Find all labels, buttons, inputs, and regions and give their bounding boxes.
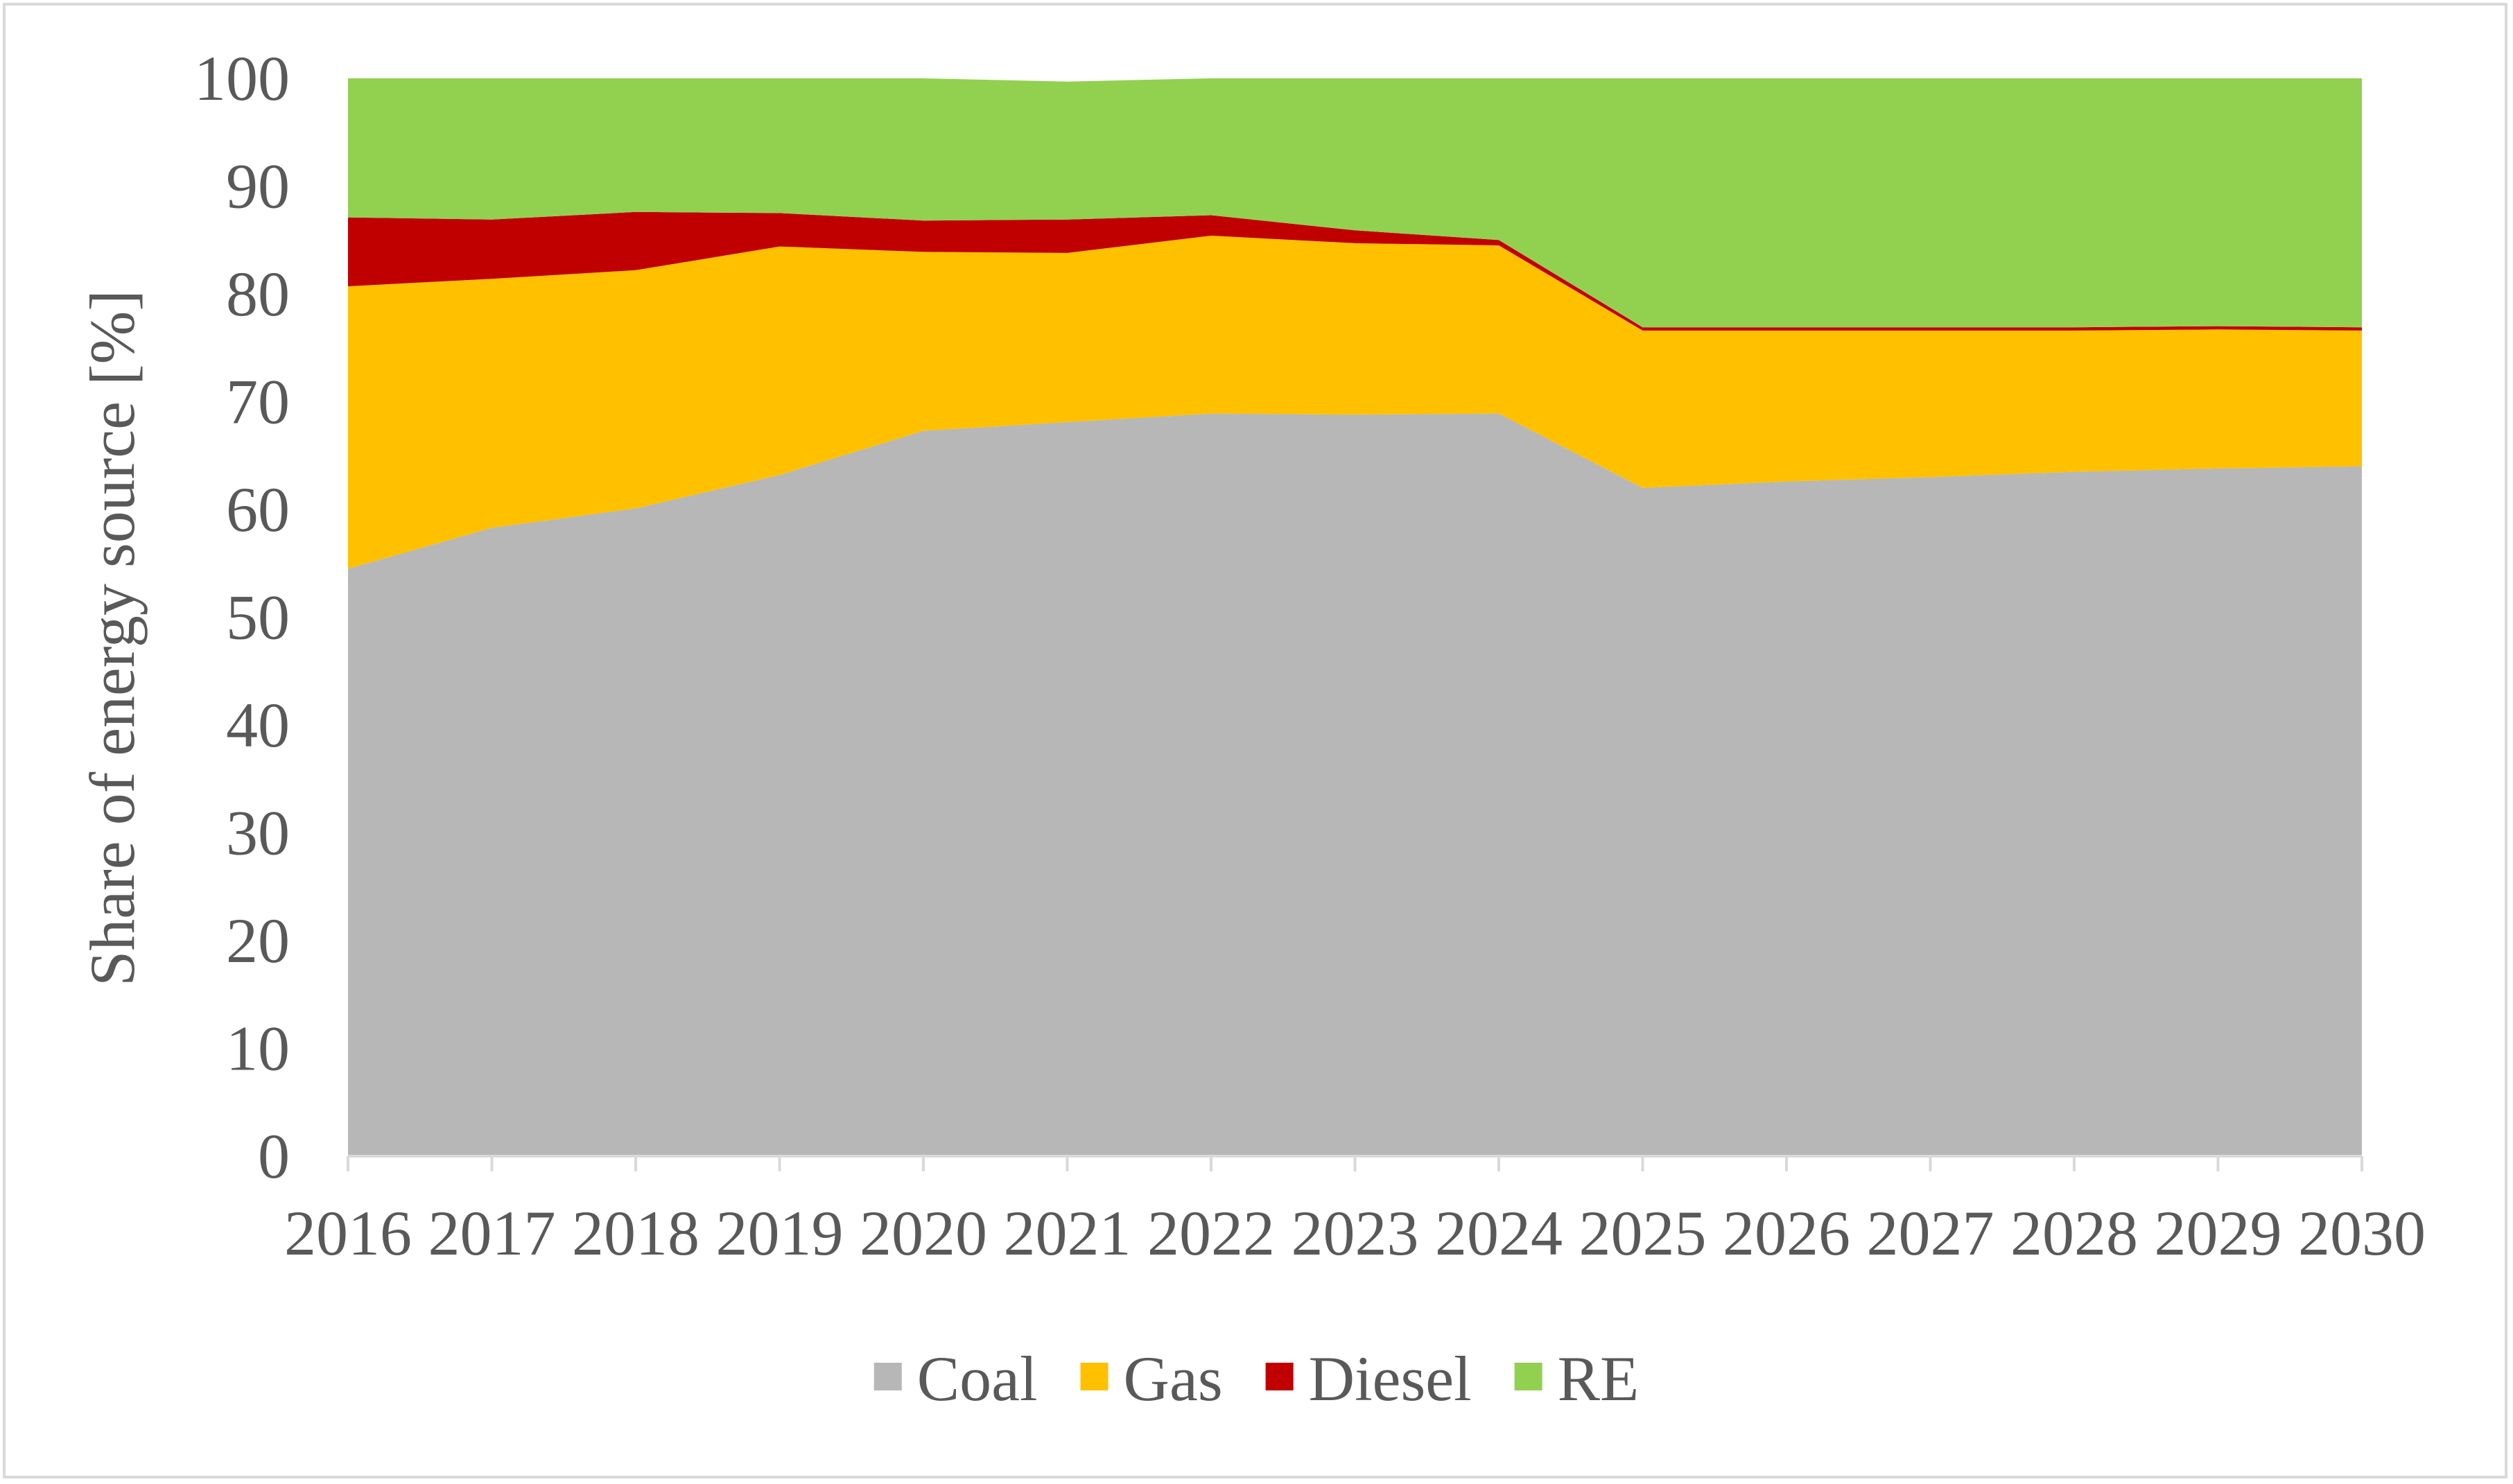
x-tick-label-2017: 2017 — [428, 1198, 556, 1268]
y-tick-label-20: 20 — [226, 905, 290, 976]
areas-layer — [348, 78, 2362, 1156]
x-tick-label-2016: 2016 — [284, 1198, 412, 1268]
axes-layer — [347, 1155, 2363, 1171]
x-tick-label-2029: 2029 — [2155, 1198, 2282, 1268]
x-tick-label-2025: 2025 — [1579, 1198, 1707, 1268]
x-tick-label-2018: 2018 — [572, 1198, 699, 1268]
legend-swatch-gas — [1080, 1363, 1108, 1390]
x-tick-label-2030: 2030 — [2298, 1198, 2426, 1268]
legend-swatch-re — [1514, 1363, 1542, 1390]
legend-item-diesel: Diesel — [1265, 1343, 1472, 1414]
x-tick-label-2020: 2020 — [860, 1198, 987, 1268]
area-series-diesel — [348, 211, 2362, 331]
x-tick-label-2023: 2023 — [1292, 1198, 1419, 1268]
legend: Coal Gas Diesel RE — [873, 1343, 1640, 1414]
legend-item-gas: Gas — [1080, 1343, 1223, 1414]
y-tick-label-100: 100 — [194, 43, 290, 114]
legend-item-re: RE — [1514, 1343, 1640, 1414]
y-tick-label-10: 10 — [226, 1013, 290, 1084]
y-tick-label-0: 0 — [258, 1121, 290, 1191]
legend-swatch-coal — [873, 1363, 902, 1390]
y-tick-label-40: 40 — [226, 690, 290, 760]
x-tick-label-2028: 2028 — [2010, 1198, 2138, 1268]
x-tick-label-2021: 2021 — [1004, 1198, 1131, 1268]
legend-label-gas: Gas — [1124, 1343, 1223, 1414]
legend-item-coal: Coal — [873, 1343, 1038, 1414]
x-tick-label-2022: 2022 — [1147, 1198, 1275, 1268]
legend-label-coal: Coal — [917, 1343, 1038, 1414]
x-tick-label-2024: 2024 — [1435, 1198, 1563, 1268]
x-tick-label-2019: 2019 — [716, 1198, 844, 1268]
legend-swatch-diesel — [1265, 1363, 1294, 1390]
x-tick-label-2027: 2027 — [1867, 1198, 1994, 1268]
y-tick-label-80: 80 — [226, 259, 290, 329]
y-tick-label-90: 90 — [226, 151, 290, 222]
y-tick-label-70: 70 — [226, 367, 290, 437]
y-tick-label-50: 50 — [226, 582, 290, 653]
y-axis-title: Share of energy source [%] — [77, 290, 148, 986]
area-series-coal — [348, 413, 2362, 1156]
x-tick-labels: 2016 2017 2018 2019 2020 2021 2022 2023 2024 2025… — [284, 1198, 2426, 1268]
area-series-gas — [348, 236, 2362, 569]
x-tick-label-2026: 2026 — [1723, 1198, 1850, 1268]
y-tick-label-60: 60 — [226, 474, 290, 545]
legend-label-diesel: Diesel — [1309, 1343, 1472, 1414]
area-series-re — [348, 78, 2362, 328]
y-tick-labels: 0 10 20 30 40 50 60 70 80 90 100 — [194, 43, 290, 1191]
legend-label-re: RE — [1558, 1343, 1640, 1414]
y-tick-label-30: 30 — [226, 798, 290, 868]
